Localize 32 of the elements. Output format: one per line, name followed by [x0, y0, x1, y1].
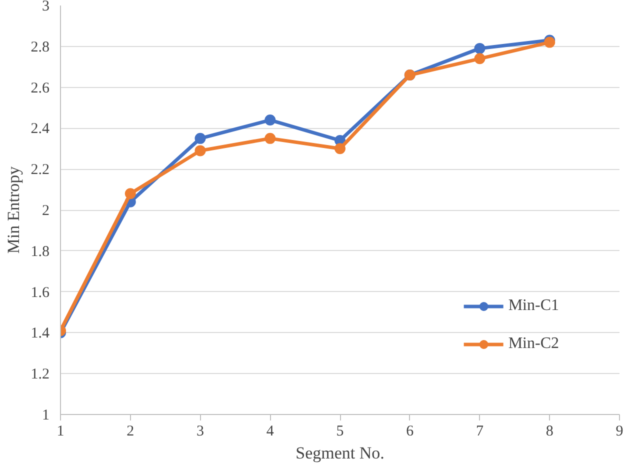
x-tick-label: 6 [406, 424, 414, 440]
point [264, 132, 276, 144]
point [124, 188, 136, 200]
y-tick-label: 1 [42, 408, 50, 424]
y-tick-label: 2.2 [30, 162, 50, 178]
y-tick-label: 2 [42, 203, 50, 219]
point [334, 143, 346, 154]
y-tick-label: 3 [42, 0, 50, 14]
x-tick-label: 7 [476, 424, 484, 440]
x-tick-label: 5 [336, 424, 344, 440]
point [194, 145, 206, 156]
point [264, 114, 276, 126]
point [194, 132, 206, 144]
x-tick-label: 1 [56, 424, 64, 440]
y-tick-label: 1.2 [30, 366, 50, 383]
y-tick-label: 2.4 [30, 121, 50, 138]
x-axis-title: Segment No. [296, 444, 384, 462]
legend-label: Min-C1 [508, 297, 559, 315]
legend-label: Min-C2 [508, 335, 559, 353]
x-tick-label: 2 [126, 424, 134, 440]
x-tick-label: 4 [266, 424, 274, 440]
point [474, 53, 486, 64]
point [474, 42, 486, 54]
y-tick-label: 1.6 [30, 284, 50, 301]
x-tick-label: 8 [546, 424, 554, 440]
x-tick-label: 3 [196, 424, 204, 440]
x-tick-label: 9 [616, 424, 624, 440]
y-axis-title: Min Entropy [4, 166, 23, 254]
y-tick-label: 2.6 [30, 80, 50, 96]
y-tick-label: 1.4 [30, 326, 50, 342]
y-tick-label: 1.8 [30, 244, 50, 260]
y-tick-label: 2.8 [30, 39, 50, 56]
